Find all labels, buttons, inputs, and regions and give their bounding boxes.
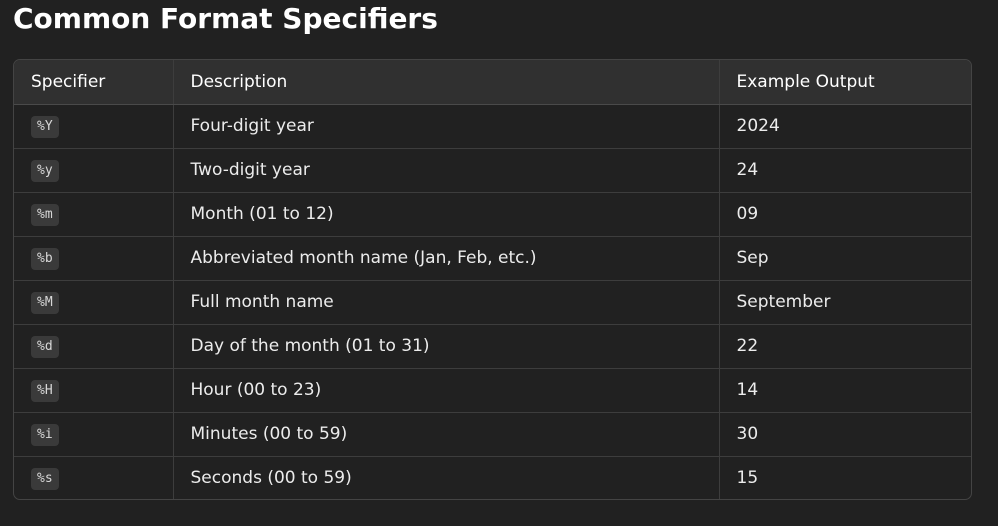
table-row: %Y Four-digit year 2024	[14, 104, 971, 149]
table-row: %m Month (01 to 12) 09	[14, 192, 971, 237]
specifier-cell: %b	[14, 236, 173, 281]
table-row: %y Two-digit year 24	[14, 148, 971, 193]
description-cell: Full month name	[172, 280, 719, 325]
specifier-cell: %H	[14, 368, 173, 413]
description-cell: Month (01 to 12)	[172, 192, 719, 237]
specifier-cell: %m	[14, 192, 173, 237]
example-output-cell: September	[718, 280, 971, 325]
page-title: Common Format Specifiers	[13, 2, 438, 35]
description-cell: Minutes (00 to 59)	[172, 412, 719, 457]
specifier-code: %d	[31, 335, 59, 358]
format-specifiers-table: Specifier Description Example Output %Y …	[13, 59, 972, 500]
table-row: %H Hour (00 to 23) 14	[14, 368, 971, 413]
column-header-example-output: Example Output	[718, 60, 971, 105]
table-header-row: Specifier Description Example Output	[14, 60, 971, 105]
example-output-cell: 30	[718, 412, 971, 457]
example-output-cell: 15	[718, 456, 971, 499]
specifier-cell: %Y	[14, 104, 173, 149]
specifier-cell: %M	[14, 280, 173, 325]
specifier-code: %y	[31, 159, 59, 182]
specifier-code: %H	[31, 379, 59, 402]
example-output-cell: 2024	[718, 104, 971, 149]
example-output-cell: 09	[718, 192, 971, 237]
specifier-cell: %d	[14, 324, 173, 369]
table-row: %M Full month name September	[14, 280, 971, 325]
column-header-specifier: Specifier	[14, 60, 173, 105]
specifiers-table: Specifier Description Example Output %Y …	[14, 60, 971, 499]
description-cell: Two-digit year	[172, 148, 719, 193]
specifier-code: %s	[31, 467, 59, 490]
example-output-cell: 24	[718, 148, 971, 193]
description-cell: Abbreviated month name (Jan, Feb, etc.)	[172, 236, 719, 281]
specifier-code: %i	[31, 423, 59, 446]
specifier-cell: %y	[14, 148, 173, 193]
table-row: %i Minutes (00 to 59) 30	[14, 412, 971, 457]
example-output-cell: Sep	[718, 236, 971, 281]
specifier-code: %M	[31, 291, 59, 314]
table-row: %s Seconds (00 to 59) 15	[14, 456, 971, 499]
description-cell: Four-digit year	[172, 104, 719, 149]
specifier-code: %m	[31, 203, 59, 226]
table-row: %b Abbreviated month name (Jan, Feb, etc…	[14, 236, 971, 281]
specifier-cell: %i	[14, 412, 173, 457]
specifier-cell: %s	[14, 456, 173, 499]
specifier-code: %b	[31, 247, 59, 270]
example-output-cell: 14	[718, 368, 971, 413]
specifier-code: %Y	[31, 115, 59, 138]
column-header-description: Description	[172, 60, 719, 105]
description-cell: Seconds (00 to 59)	[172, 456, 719, 499]
example-output-cell: 22	[718, 324, 971, 369]
table-row: %d Day of the month (01 to 31) 22	[14, 324, 971, 369]
description-cell: Hour (00 to 23)	[172, 368, 719, 413]
description-cell: Day of the month (01 to 31)	[172, 324, 719, 369]
